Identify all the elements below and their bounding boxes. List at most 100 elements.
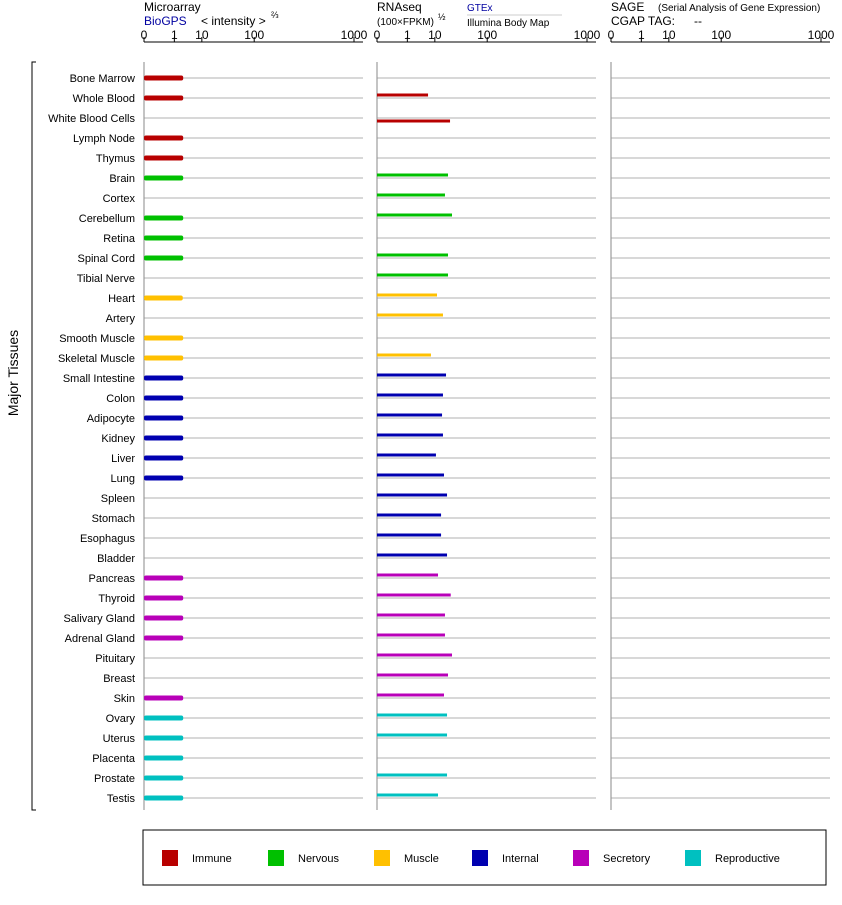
bar [144, 235, 184, 241]
bar [144, 795, 184, 801]
tissue-label: Tibial Nerve [77, 273, 135, 285]
legend-swatch [374, 850, 390, 866]
bar [144, 95, 184, 101]
legend-swatch [573, 850, 589, 866]
tissue-label: Small Intestine [63, 373, 135, 385]
x-tick-label: 0 [608, 28, 615, 42]
tissue-label: Lymph Node [73, 133, 135, 145]
x-tick-label: 0 [374, 28, 381, 42]
x-tick-label: 10 [662, 28, 676, 42]
tissue-label: Cerebellum [79, 213, 135, 225]
tissue-label: Ovary [106, 713, 136, 725]
bar [377, 733, 448, 737]
tissue-label: Testis [107, 793, 136, 805]
tag-label: CGAP TAG: [611, 14, 675, 28]
legend-swatch [472, 850, 488, 866]
bar [377, 793, 439, 797]
bar [377, 173, 449, 177]
bracket [31, 61, 36, 811]
series-name: BioGPS [144, 14, 187, 28]
axis-exponent: ½ [438, 12, 446, 22]
legend-swatch [162, 850, 178, 866]
tissue-label: Liver [111, 453, 135, 465]
bar [144, 175, 184, 181]
tissue-label: Retina [103, 233, 136, 245]
bar [377, 593, 451, 597]
bar [144, 755, 184, 761]
bar [377, 433, 443, 437]
bar [144, 255, 184, 261]
bar [377, 273, 449, 277]
panel-title: Microarray [144, 0, 201, 14]
legend-label: Internal [502, 853, 539, 865]
tissue-label: Placenta [92, 753, 136, 765]
tissue-label: Breast [103, 673, 135, 685]
bar [377, 353, 431, 357]
bar [144, 355, 184, 361]
legend-label: Reproductive [715, 853, 780, 865]
bar [377, 253, 449, 257]
bar [144, 475, 184, 481]
bar [144, 415, 184, 421]
y-axis-label: Major Tissues [5, 330, 21, 416]
x-tick-label: 1000 [808, 28, 835, 42]
bar [144, 335, 184, 341]
bar [377, 213, 453, 217]
tissue-label: Thymus [96, 153, 136, 165]
legend-label: Muscle [404, 853, 439, 865]
tissue-label: Pancreas [89, 573, 136, 585]
x-tick-label: 1000 [574, 28, 601, 42]
legend-swatch [268, 850, 284, 866]
bar [377, 413, 443, 417]
tissue-label: Stomach [92, 513, 135, 525]
bar [144, 615, 184, 621]
tissue-label: Bone Marrow [70, 73, 135, 85]
legend-label: Immune [192, 853, 232, 865]
tissue-label: Adipocyte [87, 413, 135, 425]
x-tick-label: 100 [477, 28, 497, 42]
bar [377, 119, 451, 123]
bar [144, 575, 184, 581]
bar [144, 435, 184, 441]
bar [377, 453, 436, 457]
bar [377, 393, 443, 397]
series-name: Illumina Body Map [467, 18, 550, 29]
legend-label: Secretory [603, 853, 651, 865]
bar [377, 473, 444, 477]
tissue-label: Colon [106, 393, 135, 405]
panel-title: SAGE [611, 0, 644, 14]
bar [144, 295, 183, 301]
legend-box [142, 829, 827, 886]
tissue-label: Skin [114, 693, 135, 705]
bar [377, 293, 438, 297]
bar [377, 533, 442, 537]
tissue-label: Cortex [103, 193, 136, 205]
x-tick-label: 10 [428, 28, 442, 42]
bar [144, 375, 184, 381]
axis-label: < intensity > [201, 14, 266, 28]
bar [144, 775, 184, 781]
tissue-label: Kidney [101, 433, 135, 445]
bar [377, 613, 445, 617]
tissue-label: Bladder [97, 553, 135, 565]
bar [377, 493, 448, 497]
bar [144, 395, 184, 401]
bar [377, 373, 447, 377]
panel-subtitle: (Serial Analysis of Gene Expression) [658, 3, 820, 14]
bar [144, 695, 184, 701]
x-tick-label: 10 [195, 28, 209, 42]
bar [377, 673, 449, 677]
tissue-label: Lung [111, 473, 135, 485]
tag-value: -- [694, 14, 702, 28]
tissue-label: Smooth Muscle [59, 333, 135, 345]
bar [144, 155, 184, 161]
bar [144, 135, 184, 141]
x-tick-label: 1 [638, 28, 645, 42]
x-tick-label: 100 [244, 28, 264, 42]
bar [377, 513, 442, 517]
bar [144, 455, 184, 461]
tissue-label: Heart [108, 293, 135, 305]
x-tick-label: 1000 [341, 28, 368, 42]
